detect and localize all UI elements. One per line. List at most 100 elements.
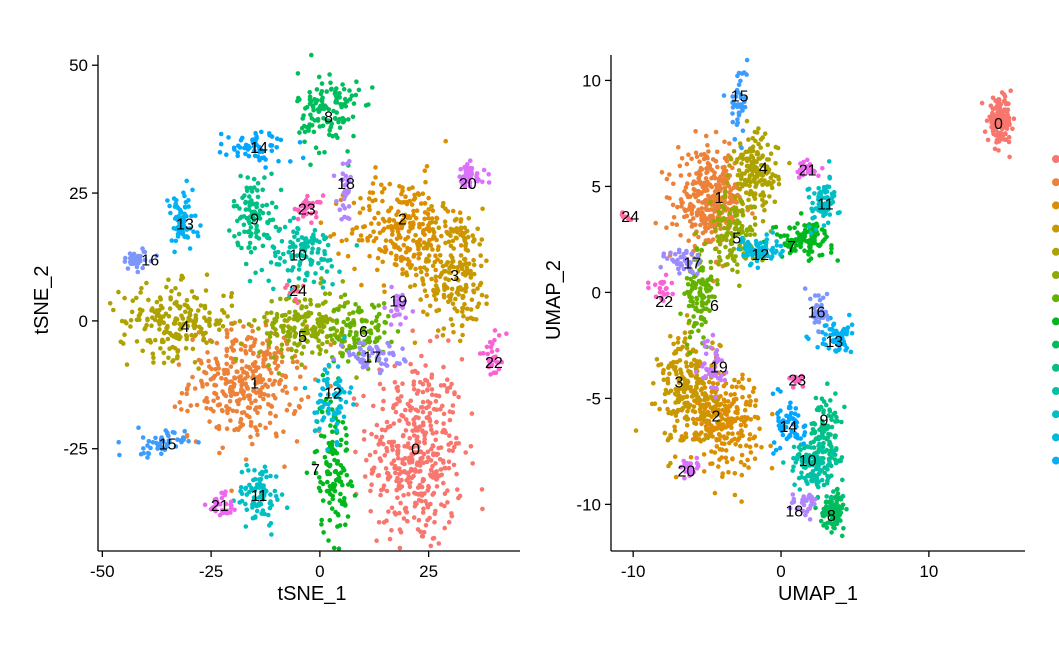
point: [441, 295, 447, 300]
point: [127, 251, 133, 256]
point: [686, 238, 691, 243]
point: [791, 464, 796, 470]
point: [389, 505, 395, 511]
point: [263, 157, 268, 162]
point: [733, 205, 739, 211]
point: [313, 145, 319, 150]
point: [772, 250, 778, 255]
point: [320, 123, 326, 129]
point: [669, 411, 674, 416]
point: [659, 170, 665, 175]
umap-cluster-14-points: [770, 387, 808, 456]
point: [316, 261, 321, 266]
point: [795, 221, 800, 226]
point: [713, 158, 719, 164]
point: [424, 272, 430, 277]
point: [825, 463, 831, 468]
point: [401, 242, 407, 248]
point: [247, 482, 252, 488]
point: [467, 184, 473, 189]
point: [347, 158, 352, 164]
point: [740, 208, 745, 214]
point: [384, 363, 390, 369]
point: [324, 460, 329, 465]
point: [736, 168, 742, 173]
point: [694, 154, 700, 159]
point: [227, 406, 232, 412]
point: [424, 267, 430, 273]
point: [373, 197, 378, 203]
point: [390, 228, 395, 234]
point: [287, 245, 293, 250]
point: [687, 219, 693, 224]
point: [427, 515, 432, 521]
point: [785, 244, 791, 249]
point: [756, 141, 761, 147]
point: [290, 359, 296, 365]
point: [837, 458, 842, 463]
point: [285, 282, 290, 288]
point: [330, 446, 336, 452]
point: [228, 364, 234, 369]
point: [395, 455, 401, 461]
point: [235, 242, 241, 248]
point: [818, 434, 824, 440]
point: [302, 297, 308, 302]
point: [816, 319, 822, 325]
point: [739, 415, 745, 420]
point: [251, 201, 257, 207]
point: [1011, 116, 1017, 121]
point: [825, 435, 831, 441]
point: [191, 229, 196, 234]
point: [706, 239, 711, 245]
point: [729, 425, 734, 431]
point: [417, 424, 423, 430]
point: [186, 382, 191, 388]
point: [825, 220, 831, 226]
point: [701, 452, 707, 457]
point: [249, 189, 255, 194]
point: [682, 383, 687, 389]
point: [416, 255, 422, 261]
point: [348, 320, 354, 326]
point: [724, 237, 729, 243]
point: [428, 467, 434, 473]
point: [281, 251, 286, 257]
point: [216, 423, 222, 429]
tsne-points: [107, 52, 509, 551]
point: [818, 314, 823, 319]
point: [441, 200, 446, 206]
point: [824, 494, 829, 499]
point: [479, 487, 485, 492]
point: [240, 195, 245, 201]
point: [422, 168, 428, 173]
point: [331, 545, 337, 551]
point: [814, 454, 820, 459]
point: [309, 250, 315, 255]
point: [122, 295, 127, 301]
point: [742, 104, 748, 110]
point: [249, 441, 255, 447]
point: [273, 431, 279, 437]
point: [729, 384, 735, 390]
point: [330, 481, 336, 487]
point: [148, 445, 153, 451]
point: [308, 99, 314, 104]
point: [471, 271, 477, 277]
point: [406, 474, 412, 480]
point: [373, 175, 378, 180]
point: [320, 481, 326, 487]
point: [421, 282, 426, 287]
point: [746, 137, 751, 142]
point: [683, 434, 689, 440]
point: [267, 505, 273, 511]
tsne-x-axis-title: tSNE_1: [278, 583, 347, 605]
point: [331, 173, 337, 179]
tsne-cluster-22-points: [477, 328, 509, 377]
point: [382, 186, 387, 191]
point: [684, 346, 690, 351]
point: [203, 330, 208, 336]
point: [792, 411, 798, 417]
point: [107, 301, 113, 306]
point: [331, 232, 337, 237]
